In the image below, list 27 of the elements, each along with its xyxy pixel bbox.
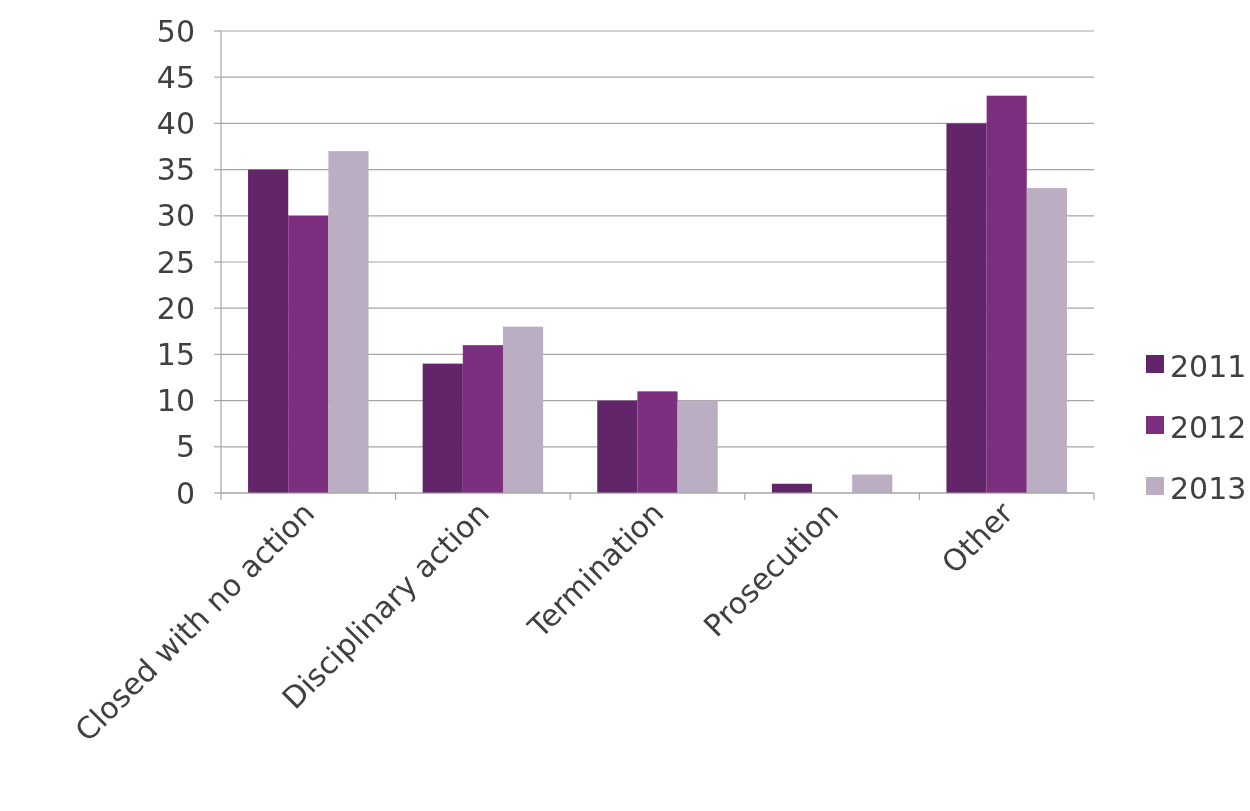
y-tick-label: 45 bbox=[156, 59, 195, 95]
y-tick-label: 50 bbox=[156, 13, 195, 49]
y-tick-label: 25 bbox=[156, 244, 195, 280]
bar bbox=[462, 345, 503, 493]
bar bbox=[852, 474, 893, 493]
legend-label: 2012 bbox=[1170, 409, 1247, 445]
bar bbox=[1026, 188, 1067, 493]
y-tick-label: 30 bbox=[156, 198, 195, 234]
bar bbox=[986, 95, 1027, 493]
bar bbox=[946, 123, 987, 493]
y-tick-label: 40 bbox=[156, 105, 195, 141]
y-tick-label: 35 bbox=[156, 152, 195, 188]
bar bbox=[597, 400, 638, 493]
bar bbox=[637, 391, 678, 493]
y-tick-label: 10 bbox=[156, 383, 195, 419]
bar bbox=[248, 169, 289, 493]
y-tick-label: 15 bbox=[156, 336, 195, 372]
y-tick-label: 5 bbox=[175, 429, 195, 465]
bar bbox=[288, 215, 329, 493]
bar bbox=[502, 326, 544, 493]
bar bbox=[422, 363, 463, 493]
legend-label: 2011 bbox=[1170, 348, 1247, 384]
bar bbox=[328, 151, 369, 493]
y-tick-label: 20 bbox=[156, 290, 195, 326]
legend-label: 2013 bbox=[1170, 470, 1247, 506]
y-tick-label: 0 bbox=[175, 475, 195, 511]
bar bbox=[677, 400, 718, 493]
